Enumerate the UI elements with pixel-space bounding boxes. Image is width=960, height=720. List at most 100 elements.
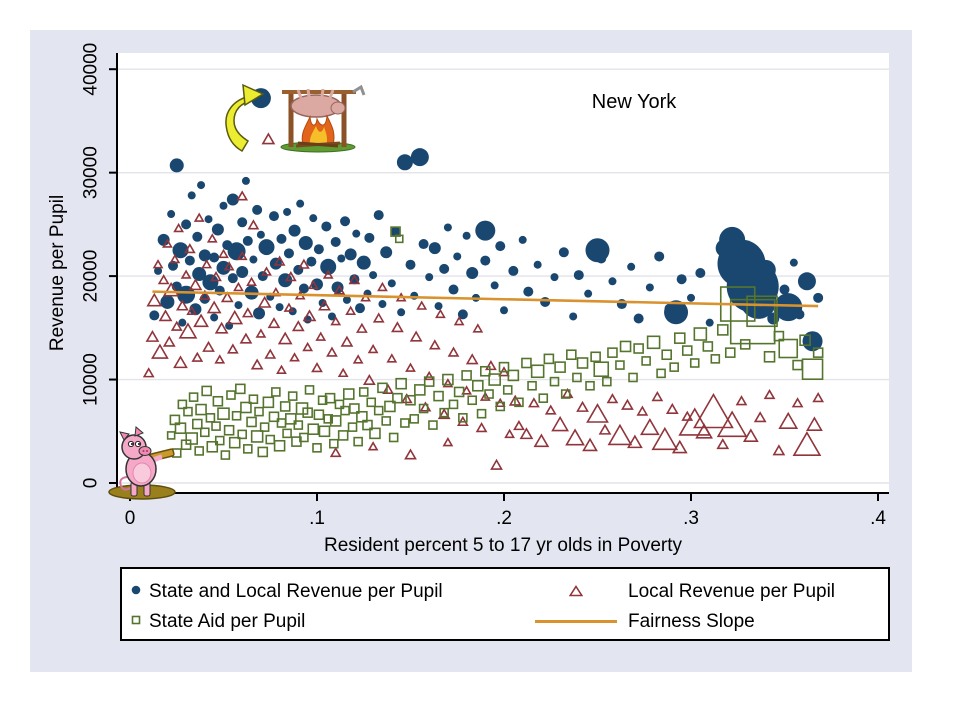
point-state_local [256,230,265,239]
point-local [367,441,379,451]
point-state_aid [801,358,824,381]
point-state_aid [356,410,368,423]
y-tick-label: 40000 [81,43,102,96]
point-state_aid [302,407,313,418]
point-local [315,331,327,341]
point-local [533,433,550,448]
roast-pig-decoration [280,84,366,153]
x-axis-label: Resident percent 5 to 17 yr olds in Pove… [324,535,683,556]
point-local [173,355,188,369]
point-state_aid [318,425,331,438]
point-local [180,269,192,279]
point-state_local [167,210,176,219]
point-local [405,362,416,372]
point-state_aid [433,390,444,402]
point-state_aid [812,347,824,358]
point-state_aid [729,298,776,345]
point-local [598,423,612,435]
point-state_aid [423,376,435,387]
point-state_local [364,232,375,243]
point-local [416,300,428,310]
point-state_local [448,284,459,295]
point-local [772,444,786,456]
point-local [778,411,799,429]
y-tick-label: 10000 [81,353,102,406]
point-local [504,428,515,439]
point-state_local [596,253,607,264]
point-state_local [283,207,292,216]
point-local [340,335,354,347]
point-local [753,411,767,423]
point-state_local [296,199,305,208]
point-local [318,299,331,311]
point-state_aid [710,354,721,364]
point-state_aid [405,394,416,406]
point-state_local [149,310,160,321]
tick-labels: 0 .1 .2 .3 .4 0 10000 20000 30000 40000 [81,43,887,529]
point-state_aid [329,415,342,427]
point-state_local [189,303,202,316]
axes [109,53,889,501]
x-tick-label: 0 [125,508,136,529]
point-state_local [705,318,714,327]
point-state_aid [235,383,246,395]
point-state_local [480,255,491,266]
point-state_local [298,283,309,294]
point-state_local [184,255,195,266]
point-state_local [789,258,798,267]
series-state-aid [166,226,824,460]
point-state_aid [223,424,235,436]
point-local [162,238,173,248]
point-local [716,410,748,438]
point-state_local [306,256,317,267]
point-state_local [508,265,519,276]
point-state_aid [373,405,384,416]
point-state_aid [576,357,589,369]
point-state_local [169,158,184,173]
mud-pig-decoration [108,426,176,500]
point-state_aid [646,335,661,350]
point-local [201,259,213,269]
point-local [639,418,660,436]
point-state_local [457,309,468,320]
point-state_aid [226,390,236,400]
point-state_aid [484,389,494,399]
point-local [214,354,226,364]
point-state_local [439,263,450,274]
point-local [257,295,272,308]
point-local [409,330,423,342]
point-local [220,291,234,303]
point-state_aid [293,420,304,430]
point-state_local [349,274,360,285]
x-tick-label: .2 [496,508,512,529]
point-local [233,281,244,292]
point-local [178,322,198,339]
point-state_aid [243,444,253,454]
point-local [627,434,643,449]
point-local [362,373,376,386]
point-state_local [645,283,654,292]
point-state_aid [585,380,595,391]
point-local [277,331,293,345]
point-state_local [428,242,441,255]
y-tick-label: 20000 [81,250,102,303]
point-state_aid [188,392,199,402]
point-state_local [337,254,346,263]
point-local [152,259,164,269]
point-state_local [204,215,213,224]
legend-marker-circle [131,585,141,595]
point-state_aid [285,413,297,425]
point-state_local [813,292,824,303]
legend-label-fairness: Fairness Slope [628,611,755,632]
point-local [326,346,338,357]
point-state_local [320,258,337,275]
point-local [330,316,342,326]
point-local [210,271,222,282]
point-state_local [330,236,341,247]
point-local [175,299,189,311]
point-state_aid [259,422,270,432]
point-state_local [340,216,351,227]
point-state_local [227,242,246,261]
point-local [348,274,361,285]
